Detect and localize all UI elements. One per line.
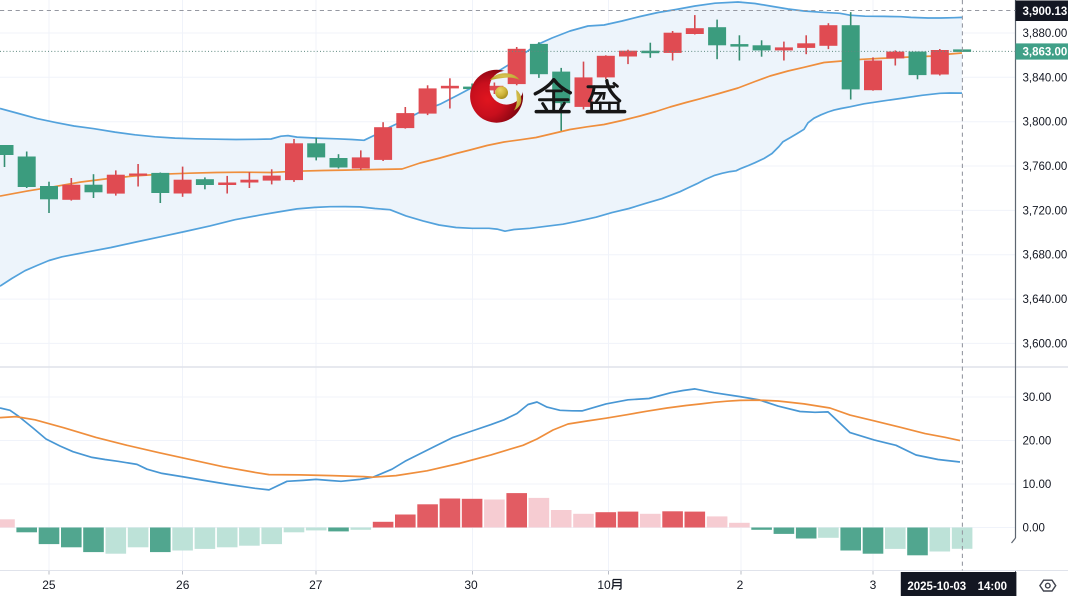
svg-text:30.00: 30.00 xyxy=(1023,392,1052,404)
svg-text:27: 27 xyxy=(309,578,323,592)
svg-text:3,720.00: 3,720.00 xyxy=(1023,205,1068,217)
svg-text:2: 2 xyxy=(737,578,744,592)
svg-text:3,840.00: 3,840.00 xyxy=(1023,72,1068,84)
svg-text:3,640.00: 3,640.00 xyxy=(1023,294,1068,306)
svg-text:3,600.00: 3,600.00 xyxy=(1023,338,1068,350)
svg-text:2025-10-03: 2025-10-03 xyxy=(907,581,966,593)
svg-text:0.00: 0.00 xyxy=(1023,523,1045,535)
svg-text:3,880.00: 3,880.00 xyxy=(1023,28,1068,40)
svg-text:3,900.13: 3,900.13 xyxy=(1023,6,1068,18)
svg-text:26: 26 xyxy=(176,578,190,592)
svg-text:25: 25 xyxy=(42,578,56,592)
svg-text:3,680.00: 3,680.00 xyxy=(1023,250,1068,262)
svg-text:3,863.00: 3,863.00 xyxy=(1023,47,1068,59)
svg-text:10: 10 xyxy=(597,578,611,592)
svg-text:3,800.00: 3,800.00 xyxy=(1023,117,1068,129)
svg-text:3,760.00: 3,760.00 xyxy=(1023,161,1068,173)
svg-text:14:00: 14:00 xyxy=(978,581,1007,593)
svg-text:30: 30 xyxy=(464,578,478,592)
svg-text:20.00: 20.00 xyxy=(1023,436,1052,448)
svg-text:10.00: 10.00 xyxy=(1023,479,1052,491)
svg-text:3: 3 xyxy=(870,578,877,592)
